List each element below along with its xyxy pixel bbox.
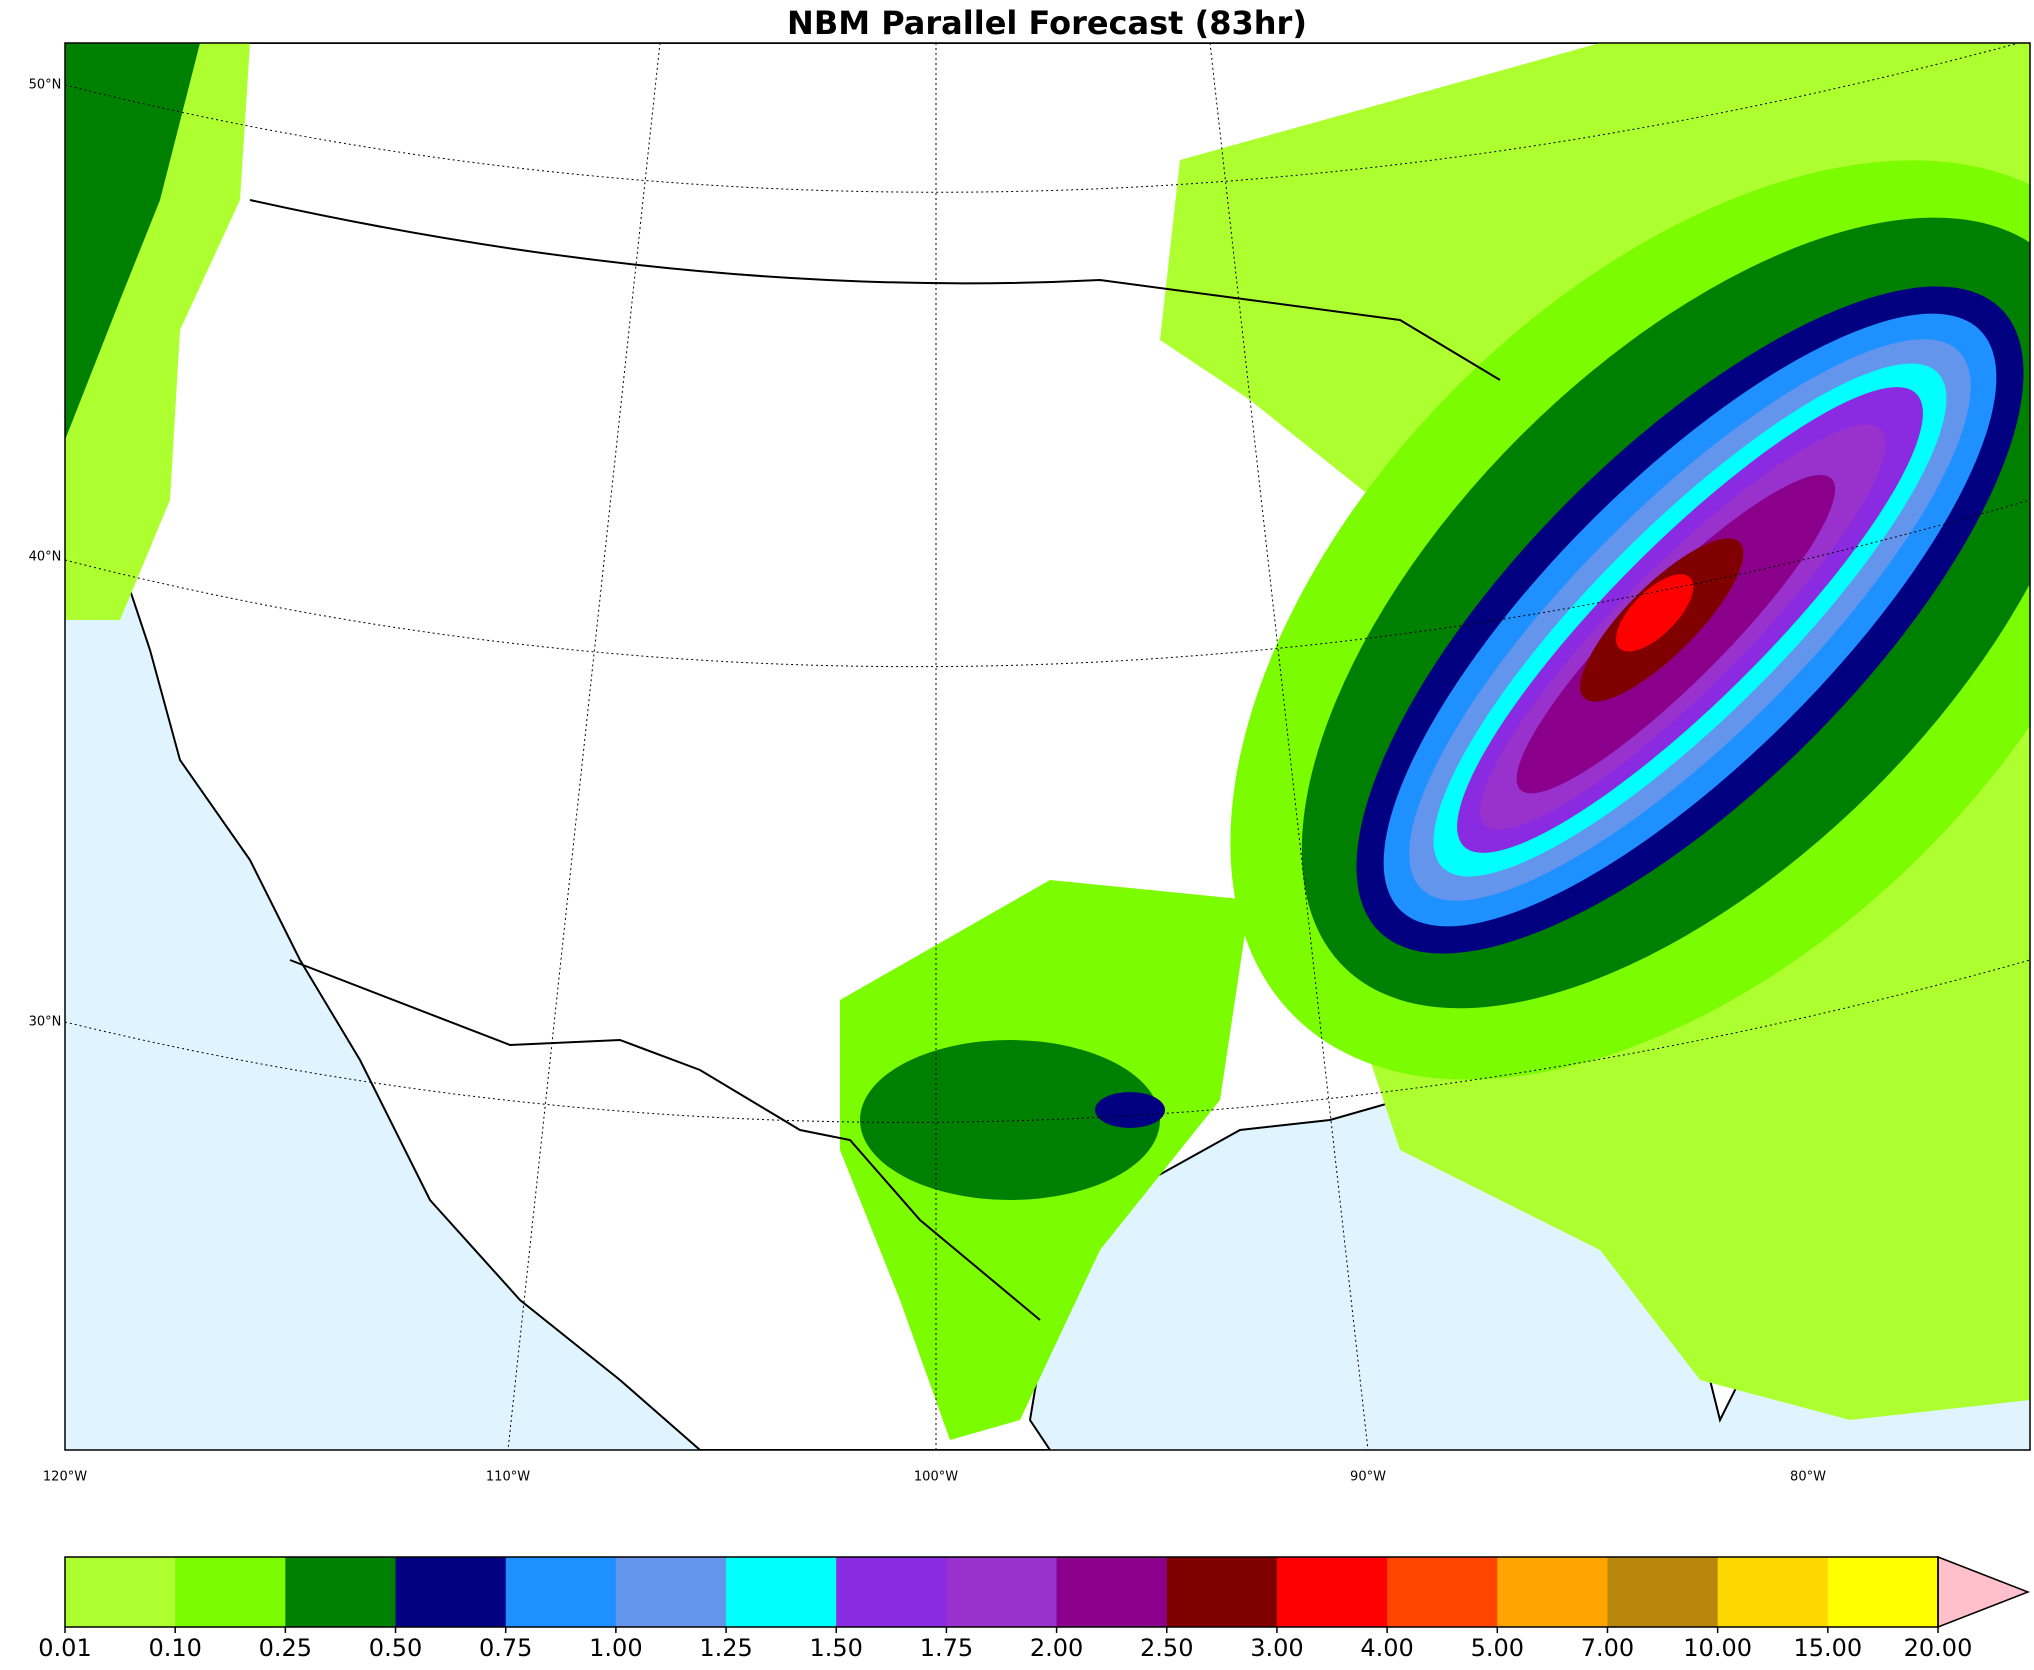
lon-label: 110°W <box>486 1470 530 1485</box>
lat-label: 50°N <box>29 78 62 93</box>
precip-texas-max <box>1095 1092 1165 1128</box>
colorbar-bin <box>65 1557 176 1627</box>
colorbar-tick-label: 1.00 <box>589 1634 642 1662</box>
colorbar-bin <box>1497 1557 1608 1627</box>
colorbar-extend <box>1937 1555 2031 1629</box>
border <box>289 959 1041 1321</box>
colorbar-bin <box>505 1557 617 1627</box>
graticule <box>507 43 661 1450</box>
colorbar-tick-label: 10.00 <box>1683 1634 1752 1662</box>
colorbar-tick-label: 1.25 <box>699 1634 752 1662</box>
colorbar-bin <box>836 1557 947 1627</box>
colorbar-bin <box>395 1557 507 1627</box>
colorbar-tick-label: 20.00 <box>1904 1634 1973 1662</box>
lon-label: 90°W <box>1350 1470 1386 1485</box>
colorbar-bin <box>1276 1557 1388 1627</box>
colorbar-bin <box>1056 1557 1168 1627</box>
colorbar-tick-label: 5.00 <box>1471 1634 1524 1662</box>
graticule <box>1209 43 1369 1450</box>
border <box>249 199 1501 381</box>
colorbar-bin <box>285 1557 397 1627</box>
colorbar-frame <box>64 1556 1939 1628</box>
colorbar-tick-label: 15.00 <box>1793 1634 1862 1662</box>
map-area <box>65 43 2030 1450</box>
lon-label: 100°W <box>914 1470 958 1485</box>
colorbar-bin <box>1827 1557 1939 1627</box>
colorbar-bin <box>615 1557 727 1627</box>
band-11 <box>1616 574 1694 652</box>
graticule <box>65 959 2030 1123</box>
colorbar-tick-label: 0.50 <box>369 1634 422 1662</box>
colorbar-bin <box>1607 1557 1719 1627</box>
lon-label: 120°W <box>43 1470 87 1485</box>
colorbar-bin <box>726 1557 837 1627</box>
colorbar-tick-label: 7.00 <box>1581 1634 1634 1662</box>
colorbar-bin <box>1387 1557 1498 1627</box>
precip-east-band <box>1230 160 2030 1080</box>
colorbar-tick-label: 2.00 <box>1030 1634 1083 1662</box>
lon-label: 80°W <box>1790 1470 1826 1485</box>
colorbar-bin <box>1717 1557 1829 1627</box>
precip-west-heavy <box>65 43 200 440</box>
lat-label: 30°N <box>29 1015 62 1030</box>
precip-texas-heavy <box>860 1040 1160 1200</box>
colorbar-tick-label: 0.75 <box>479 1634 532 1662</box>
colorbar-tick-label: 0.10 <box>148 1634 201 1662</box>
colorbar-tick-label: 1.75 <box>920 1634 973 1662</box>
map-title: NBM Parallel Forecast (83hr) <box>787 4 1307 42</box>
colorbar-tick-label: 0.25 <box>259 1634 312 1662</box>
colorbar-tick-label: 3.00 <box>1250 1634 1303 1662</box>
colorbar-bin <box>946 1557 1058 1627</box>
colorbar-tick-label: 4.00 <box>1360 1634 1413 1662</box>
colorbar-tick-label: 1.50 <box>810 1634 863 1662</box>
lat-label: 40°N <box>29 550 62 565</box>
colorbar-bin <box>1166 1557 1278 1627</box>
map-frame <box>64 42 2031 1451</box>
colorbar-tick-label: 2.50 <box>1140 1634 1193 1662</box>
colorbar-bin <box>175 1557 286 1627</box>
colorbar-tick-label: 0.01 <box>38 1634 91 1662</box>
